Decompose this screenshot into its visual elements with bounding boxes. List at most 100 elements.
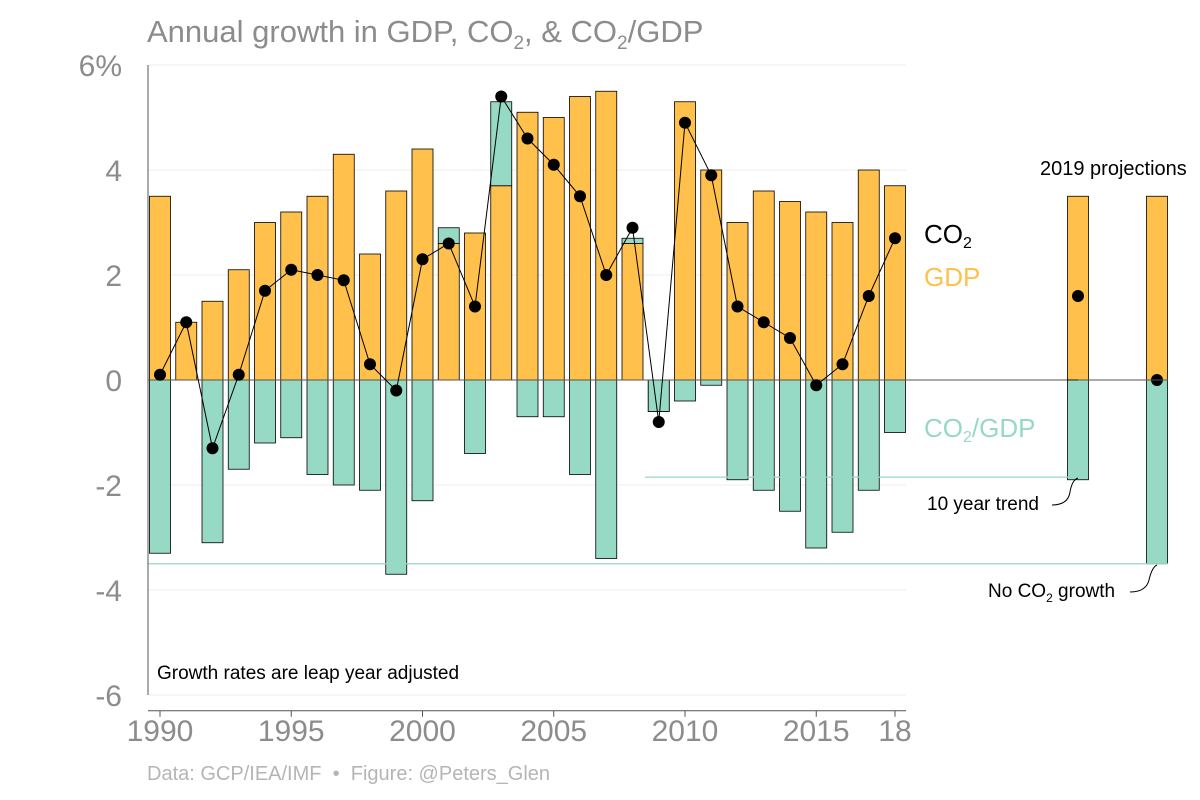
gdp-bar [149,195,171,381]
co2-gdp-bar [726,379,749,481]
title-part-1: Annual growth in GDP, CO [147,14,514,49]
footer-source: Data: GCP/IEA/IMF [147,763,322,785]
co2-gdp-bar [805,379,828,549]
y-tick-label: 4 [105,155,122,188]
gdp-bar [831,222,854,381]
co2-gdp-bar [779,379,801,512]
co2-marker [259,284,271,297]
co2-marker [889,232,901,245]
co2-marker [521,132,534,145]
subscript: 2 [963,429,972,446]
co2-marker [862,290,875,302]
x-tick-label: 18 [878,715,911,748]
co2-marker [180,316,193,329]
trend-leader-line [1051,477,1079,506]
projection-co2-marker [1072,290,1084,302]
co2-gdp-bar [201,379,224,544]
gdp-bar [306,195,329,381]
projection-gdp-bar [1146,195,1168,381]
co2-marker [784,332,796,344]
y-tick-label: -2 [95,470,122,503]
co2-marker [626,221,639,234]
subscript: 2 [963,235,972,252]
no-growth-annotation: No CO2 growth [988,581,1115,605]
co2-marker [442,237,455,250]
gdp-bar [779,201,801,381]
x-tick-label: 2015 [783,715,850,748]
co2-marker [390,384,403,397]
text-span: /GDP [972,413,1036,443]
co2-gdp-bar [149,379,171,554]
co2-marker [757,316,770,329]
x-tick-label: 2000 [389,715,456,748]
text-span: CO [924,219,963,249]
co2-gdp-bar [359,379,381,491]
co2-gdp-bar [752,379,775,491]
co2-marker [574,190,586,203]
co2-gdp-bar [884,379,906,433]
legend-co2: CO2 [924,219,972,252]
title-subscript-1: 2 [513,33,525,55]
co2-gdp-bar [227,379,250,470]
co2-gdp-bar [542,379,565,418]
co2-gdp-bar [569,379,591,475]
footer-credit: Figure: @Peters_Glen [350,763,551,785]
co2-gdp-bar [516,379,539,418]
co2-marker [206,442,219,455]
trend-annotation: 10 year trend [927,494,1039,515]
co2-marker [679,116,691,129]
co2-marker [731,300,744,313]
leap-year-note: Growth rates are leap year adjusted [157,663,459,684]
co2-gdp-bar [306,379,329,475]
co2-marker [416,253,429,266]
x-tick-label: 1990 [127,715,194,748]
title-part-3: /GDP [627,14,704,49]
footer-separator: • [332,763,340,785]
co2-gdp-bar [831,379,854,533]
co2-gdp-bar [490,101,513,187]
title-subscript-2: 2 [617,33,628,55]
gdp-bar [332,153,355,381]
projection-gdp-bar [1067,195,1089,381]
gdp-bar [437,243,460,381]
y-tick-label: -6 [95,680,122,713]
co2-gdp-bar [700,379,723,386]
y-tick-label: 2 [105,260,122,293]
co2-marker [495,90,508,103]
co2-gdp-bar [647,379,670,412]
projection-co2-gdp-bar [1146,379,1168,565]
co2-marker [337,274,350,287]
co2-gdp-bar [621,237,644,244]
gdp-bar [569,96,591,381]
text-span: No CO [988,581,1046,602]
co2-marker [232,368,245,381]
co2-gdp-bar [280,379,303,439]
legend-co2-gdp: CO2/GDP [924,413,1035,446]
co2-marker [285,263,298,276]
y-tick-label: -4 [95,575,122,608]
title-part-2: , & CO [524,14,618,49]
gdp-bar [175,321,198,381]
legend-gdp: GDP [924,262,980,292]
chart-title: Annual growth in GDP, CO2, & CO2/GDP [147,14,703,55]
co2-gdp-bar [857,379,880,491]
chart-footer: Data: GCP/IEA/IMF • Figure: @Peters_Glen [147,763,550,786]
co2-marker [836,358,849,371]
co2-marker [154,368,166,381]
gdp-bar [857,169,880,381]
co2-marker [547,158,560,171]
co2-gdp-bar [254,379,276,444]
gdp-bar [674,101,696,381]
gdp-bar [595,90,618,381]
gdp-bar [201,300,224,381]
co2-gdp-bar [385,379,408,575]
co2-marker [600,269,613,281]
co2-marker [364,358,376,371]
gdp-bar [805,211,828,381]
y-tick-label: 6% [79,50,122,83]
co2-gdp-bar [674,379,696,402]
co2-marker [311,269,324,281]
co2-marker [705,169,718,182]
text-span: CO [924,413,963,443]
